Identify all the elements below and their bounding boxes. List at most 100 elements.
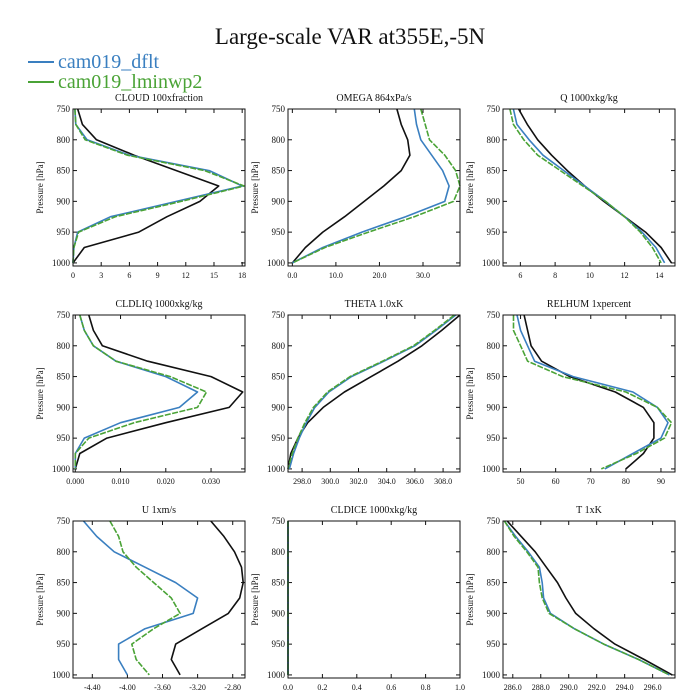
x-tick-label: -2.80 (224, 683, 241, 692)
x-tick-label: -3.60 (154, 683, 171, 692)
x-tick-label: 3 (99, 271, 103, 280)
series-line-reference (506, 520, 673, 676)
y-tick-label: 850 (57, 166, 71, 176)
legend-line-cam019-dflt (28, 61, 54, 63)
series-line-cam019_lminwp2 (292, 108, 461, 264)
panel-0: CLOUD 100xfraction Pressure [hPa] 750 800 85… (35, 93, 246, 280)
panel-title: CLOUD 100xfraction (115, 93, 203, 104)
y-tick-label: 900 (57, 402, 71, 412)
series-line-reference (170, 520, 244, 676)
y-tick-label: 800 (272, 341, 286, 351)
x-tick-label: 0.0 (287, 271, 297, 280)
y-axis-label: Pressure [hPa] (465, 367, 475, 419)
series-line-cam019_lminwp2 (512, 315, 673, 470)
x-tick-label: 0.020 (157, 477, 175, 486)
panel-title: OMEGA 864xPa/s (336, 93, 411, 104)
x-tick-label: 18 (238, 271, 246, 280)
x-tick-label: 6 (518, 271, 522, 280)
panel-frame (287, 108, 461, 267)
x-tick-label: 1.0 (455, 683, 465, 692)
y-axis-label: Pressure [hPa] (35, 367, 45, 419)
y-tick-label: 850 (57, 372, 71, 382)
y-tick-label: 950 (57, 227, 71, 237)
series-line-cam019_lminwp2 (72, 108, 245, 263)
y-tick-label: 1000 (482, 258, 501, 268)
series-line-cam019_dflt (292, 108, 450, 264)
y-tick-label: 950 (487, 433, 501, 443)
y-axis-label: Pressure [hPa] (35, 573, 45, 625)
y-tick-label: 1000 (482, 670, 501, 680)
x-tick-label: 308.0 (434, 477, 452, 486)
y-tick-label: 1000 (52, 670, 71, 680)
panel-title: T 1xK (576, 505, 602, 516)
x-tick-label: 306.0 (406, 477, 424, 486)
series-line-cam019_lminwp2 (287, 314, 455, 470)
y-tick-label: 750 (57, 310, 71, 320)
series-line-cam019_dflt (516, 314, 669, 470)
series-line-reference (291, 108, 411, 264)
x-tick-label: 0.030 (202, 477, 220, 486)
y-tick-label: 1000 (482, 464, 501, 474)
x-tick-label: 12 (182, 271, 190, 280)
series-line-cam019_dflt (82, 520, 199, 676)
x-tick-label: 298.0 (293, 477, 311, 486)
panel-6: U 1xm/s Pressure [hPa] 750 800 850 900 950 1000… (35, 505, 246, 692)
series-line-reference (74, 314, 244, 470)
panel-frame (72, 108, 246, 267)
x-tick-label: 80 (622, 477, 630, 486)
panel-frame (72, 314, 246, 473)
x-tick-label: 30.0 (416, 271, 430, 280)
x-tick-label: 0.8 (421, 683, 431, 692)
series-line-cam019_dflt (512, 108, 666, 264)
x-tick-label: 6 (127, 271, 131, 280)
series-line-cam019_lminwp2 (509, 108, 662, 264)
y-axis-label: Pressure [hPa] (250, 573, 260, 625)
series-line-reference (72, 108, 220, 264)
panel-frame (72, 520, 246, 679)
legend-line-cam019-lminwp2 (28, 81, 54, 83)
y-tick-label: 950 (272, 639, 286, 649)
y-tick-label: 850 (272, 578, 286, 588)
panel-frame (502, 314, 676, 473)
y-tick-label: 750 (272, 516, 286, 526)
series-line-reference (523, 314, 655, 470)
y-tick-label: 750 (57, 104, 71, 114)
x-tick-label: -4.00 (119, 683, 136, 692)
x-tick-label: 12 (621, 271, 629, 280)
panel-frame (287, 520, 461, 679)
x-tick-label: 0.2 (317, 683, 327, 692)
y-tick-label: 950 (272, 227, 286, 237)
x-tick-label: 292.0 (588, 683, 606, 692)
panel-4: THETA 1.0xK 750 800 850 900 950 1000 298.0 300.0… (267, 299, 461, 486)
panel-2: Q 1000xkg/kg Pressure [hPa] 750 800 850 900 95… (465, 93, 676, 280)
y-tick-label: 900 (487, 196, 501, 206)
y-axis-label: Pressure [hPa] (35, 161, 45, 213)
y-tick-label: 950 (57, 433, 71, 443)
legend-item-cam019-lminwp2: cam019_lminwp2 (28, 72, 202, 92)
x-tick-label: 288.0 (532, 683, 550, 692)
y-tick-label: 900 (272, 196, 286, 206)
x-tick-label: 0.010 (112, 477, 130, 486)
y-tick-label: 950 (487, 639, 501, 649)
y-tick-label: 1000 (52, 464, 71, 474)
y-tick-label: 1000 (267, 464, 286, 474)
panel-title: CLDLIQ 1000xkg/kg (116, 299, 203, 310)
x-tick-label: 15 (210, 271, 218, 280)
y-tick-label: 800 (487, 341, 501, 351)
x-tick-label: 8 (553, 271, 557, 280)
x-tick-label: 14 (655, 271, 663, 280)
y-tick-label: 1000 (52, 258, 71, 268)
y-tick-label: 900 (272, 608, 286, 618)
y-tick-label: 950 (487, 227, 501, 237)
y-tick-label: 800 (272, 135, 286, 145)
y-tick-label: 1000 (267, 258, 286, 268)
y-axis-label: Pressure [hPa] (465, 161, 475, 213)
y-tick-label: 900 (487, 608, 501, 618)
y-tick-label: 800 (57, 341, 71, 351)
panel-frame (287, 314, 461, 473)
x-tick-label: 10.0 (329, 271, 343, 280)
x-tick-label: 302.0 (349, 477, 367, 486)
panel-title: CLDICE 1000xkg/kg (331, 505, 417, 516)
y-tick-label: 800 (272, 547, 286, 557)
panel-3: CLDLIQ 1000xkg/kg Pressure [hPa] 750 800 850… (35, 299, 246, 486)
